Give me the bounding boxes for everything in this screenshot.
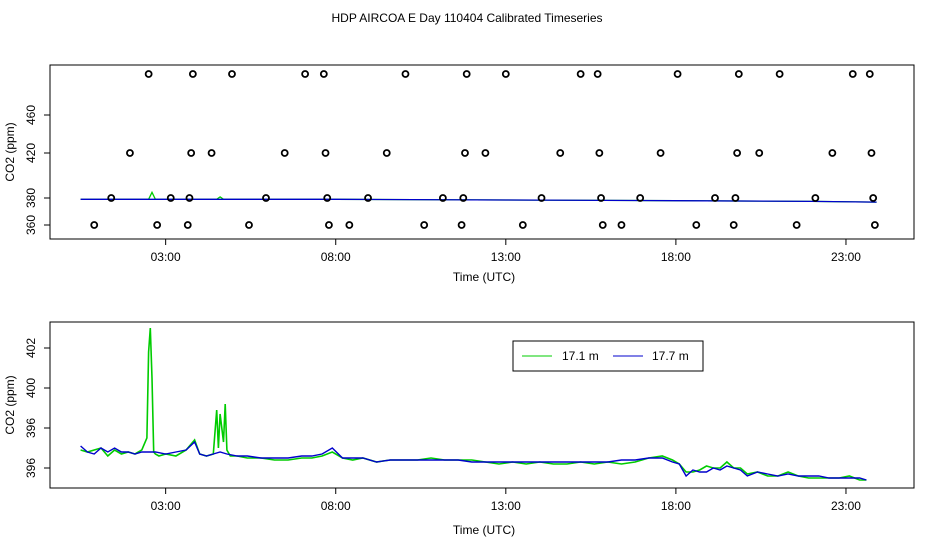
- calibration-point: [775, 70, 784, 78]
- calibration-point: [319, 70, 328, 78]
- calibration-point: [556, 149, 565, 157]
- y-tick-label-top: 420: [24, 143, 38, 163]
- chart-title: HDP AIRCOA E Day 110404 Calibrated Times…: [331, 11, 602, 25]
- calibration-point: [869, 194, 878, 202]
- panel-bottom: CO2 (ppm) Time (UTC) 03:00 08:00 13:00 18:0…: [3, 321, 915, 537]
- x-tick-label-top: 18:00: [661, 250, 691, 264]
- calibration-point: [593, 70, 602, 78]
- y-tick-label-bottom: 396: [24, 458, 38, 478]
- calibration-point: [673, 70, 682, 78]
- x-tick-label-bottom: 03:00: [151, 499, 181, 513]
- calibration-point: [323, 194, 332, 202]
- calibration-point: [848, 70, 857, 78]
- calibration-point: [280, 149, 289, 157]
- calibration-point: [870, 221, 879, 229]
- legend: 17.1 m 17.7 m: [512, 340, 704, 372]
- series-line-top-blue: [80, 198, 877, 203]
- x-tick-label-top: 23:00: [831, 250, 861, 264]
- plot-frame-top: [49, 64, 915, 240]
- x-tick-label-bottom: 18:00: [661, 499, 691, 513]
- calibration-point: [755, 149, 764, 157]
- calibration-point: [501, 70, 510, 78]
- calibration-point: [228, 70, 236, 78]
- calibration-point: [321, 149, 330, 157]
- x-axis-label-bottom: Time (UTC): [453, 523, 515, 537]
- calibration-point: [364, 194, 372, 202]
- calibration-point: [382, 149, 391, 157]
- calibration-point: [90, 221, 99, 229]
- calibration-point: [598, 221, 607, 229]
- legend-label-blue: 17.7 m: [652, 349, 689, 363]
- calibration-point: [617, 221, 626, 229]
- calibration-point: [301, 70, 310, 78]
- calibration-point: [576, 70, 585, 78]
- y-tick-label-top: 380: [24, 188, 38, 208]
- calibration-point: [325, 221, 333, 229]
- calibration-point: [537, 194, 546, 202]
- legend-label-green: 17.1 m: [562, 349, 599, 363]
- calibration-point: [126, 149, 134, 157]
- calibration-point: [867, 149, 876, 157]
- calibration-point: [656, 149, 665, 157]
- calibration-point: [207, 149, 216, 157]
- y-tick-label-bottom: 400: [24, 378, 38, 398]
- calibration-point: [185, 194, 194, 202]
- x-tick-label-bottom: 08:00: [321, 499, 351, 513]
- calibration-point: [636, 194, 645, 202]
- calibration-point: [481, 149, 490, 157]
- y-tick-label-top: 460: [24, 105, 38, 125]
- x-tick-label-bottom: 13:00: [491, 499, 521, 513]
- calibration-point: [792, 221, 801, 229]
- series-line-bottom-green: [80, 327, 867, 481]
- x-tick-label-top: 03:00: [151, 250, 181, 264]
- calibration-point: [865, 70, 874, 78]
- x-tick-label-top: 13:00: [491, 250, 521, 264]
- y-axis-label-bottom: CO2 (ppm): [3, 375, 17, 434]
- x-axis-label-top: Time (UTC): [453, 270, 515, 284]
- calibration-point: [183, 221, 192, 229]
- calibration-point: [245, 221, 253, 229]
- x-tick-label-top: 08:00: [321, 250, 351, 264]
- calibration-point: [262, 194, 270, 202]
- calibration-point: [734, 70, 743, 78]
- x-tick-label-bottom: 23:00: [831, 499, 861, 513]
- calibration-point: [733, 149, 742, 157]
- calibration-point: [401, 70, 410, 78]
- calibration-point: [153, 221, 162, 229]
- series-line-bottom-blue: [80, 440, 867, 481]
- calibration-point: [828, 149, 837, 157]
- calibration-point: [811, 194, 820, 202]
- y-tick-label-bottom: 396: [24, 418, 38, 438]
- calibration-point: [166, 194, 175, 202]
- calibration-point: [518, 221, 527, 229]
- calibration-point: [711, 194, 719, 202]
- calibration-point: [459, 194, 468, 202]
- calibration-point: [729, 221, 738, 229]
- panel-top: CO2 (ppm) Time (UTC) 03:00 08:00 13:00 18:0…: [3, 64, 915, 284]
- calibration-point: [345, 221, 354, 229]
- calibration-point: [187, 149, 196, 157]
- calibration-point: [692, 221, 701, 229]
- calibration-point: [597, 194, 605, 202]
- calibration-point: [144, 70, 153, 78]
- calibration-point: [731, 194, 740, 202]
- calibration-point: [462, 70, 471, 78]
- calibration-point: [188, 70, 197, 78]
- calibration-point: [461, 149, 469, 157]
- calibration-point: [107, 194, 116, 202]
- y-tick-label-top: 360: [24, 215, 38, 235]
- y-axis-label-top: CO2 (ppm): [3, 122, 17, 181]
- calibration-point: [420, 221, 429, 229]
- calibration-point: [457, 221, 466, 229]
- calibration-point: [595, 149, 604, 157]
- plot-frame-bottom: [49, 321, 915, 489]
- calibration-point: [438, 194, 447, 202]
- y-tick-label-bottom: 402: [24, 338, 38, 358]
